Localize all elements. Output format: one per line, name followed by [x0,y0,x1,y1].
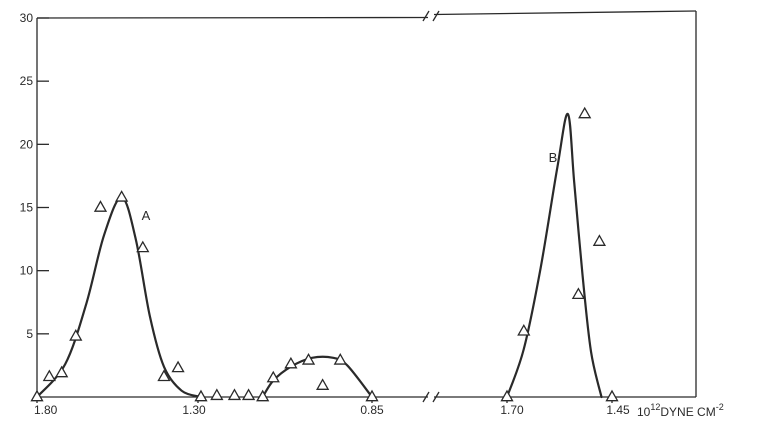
top-frame-right [433,10,697,16]
series-markers [30,106,619,402]
marker-b-4 [578,106,592,119]
marker-a-9 [171,360,185,373]
marker-peak-0-1-5 [316,378,330,390]
series-labels: AB [142,150,558,223]
marker-a-8 [157,369,171,382]
marker-peak-0-1-6 [333,353,347,365]
series-label-b: B [549,150,558,165]
series-label-a: A [142,208,151,223]
marker-peak-0-1-4 [301,353,316,365]
marker-peak-0-1-3 [284,356,298,369]
marker-a-3 [55,365,69,378]
curve-peak-0-1 [261,355,374,399]
y-tick-label-30: 30 [20,11,34,25]
y-tick-label-25: 25 [20,74,34,88]
x-unit-label: 1012DYNE CM-2 [637,402,724,419]
x-unit-suffix-exponent: -2 [716,402,724,412]
marker-b-5 [592,234,607,246]
x-tick-label-1.70: 1.70 [500,403,524,417]
axis-break-mark-top-1 [422,10,430,22]
marker-a-11 [210,388,224,401]
marker-a-5 [93,200,108,212]
y-tick-label-20: 20 [20,137,34,151]
x-tick-label-1.45: 1.45 [606,403,630,417]
y-tick-label-5: 5 [26,327,33,341]
y-tick-label-15: 15 [20,201,34,215]
x-unit-exponent: 12 [650,402,660,412]
y-axis: 30 25 20 15 10 5 [20,11,49,341]
x-axis: 1.80 1.30 0.85 1.70 1.45 [34,397,630,417]
axis-break-mark-bottom-1 [422,391,430,403]
x-tick-label-1.30: 1.30 [182,403,206,417]
x-unit-main: DYNE CM [660,405,715,419]
marker-peak-0-1-1 [256,389,270,402]
marker-b-2 [517,323,531,336]
x-unit-prefix: 10 [637,405,651,419]
axis-break-mark-bottom-2 [432,391,440,403]
series-curves [35,112,603,399]
marker-peak-0-1-7 [365,389,379,402]
plot-frame [36,10,697,403]
y-tick-label-10: 10 [20,264,34,278]
top-frame-left [36,16,429,19]
x-tick-label-0.85: 0.85 [360,403,384,417]
marker-b-1 [500,389,514,402]
marker-a-7 [136,240,150,253]
marker-a-6 [115,190,129,202]
marker-a-4 [69,329,83,341]
marker-a-1 [30,389,44,402]
marker-a-10 [194,389,208,402]
marker-a-2 [42,369,56,382]
marker-peak-0-1-2 [266,370,280,383]
marker-b-3 [571,287,586,299]
x-tick-label-1.80: 1.80 [34,403,58,417]
marker-a-13 [241,388,256,401]
axis-break-mark-top-2 [432,10,440,22]
curve-b [505,112,603,399]
marker-a-12 [227,388,242,401]
marker-b-6 [605,389,619,402]
